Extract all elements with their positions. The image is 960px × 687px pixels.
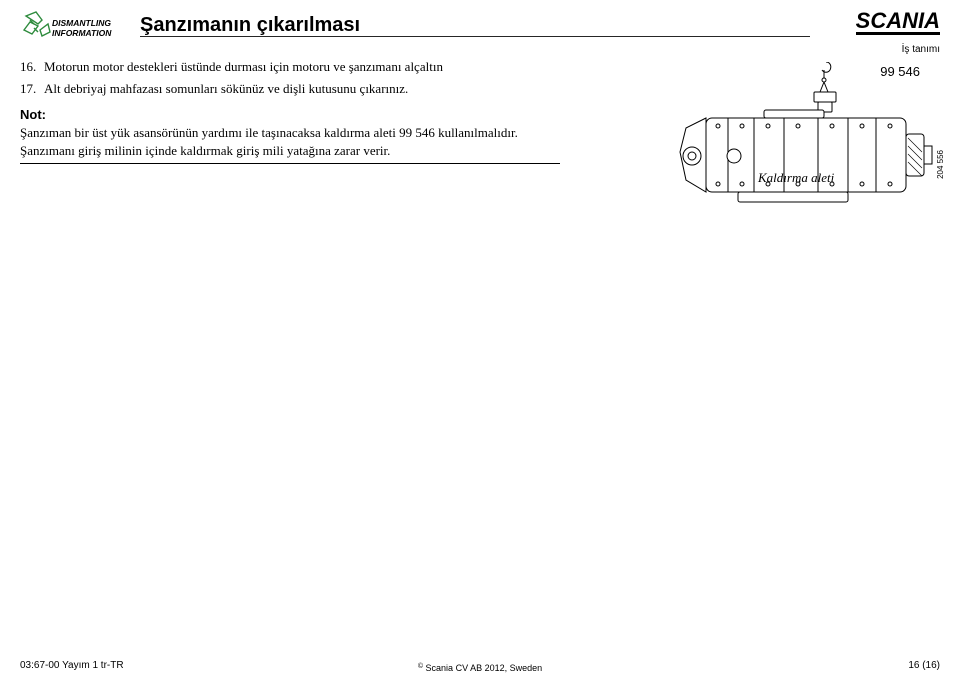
page-title: Şanzımanın çıkarılması	[140, 14, 360, 37]
footer-center-text: Scania CV AB 2012, Sweden	[426, 663, 543, 673]
step-number: 16.	[20, 58, 44, 76]
step-number: 17.	[20, 80, 44, 98]
dismantling-text-bot: INFORMATION	[52, 28, 112, 38]
figure	[668, 62, 938, 232]
steps-list: 16. Motorun motor destekleri üstünde dur…	[20, 58, 560, 97]
footer-center: © Scania CV AB 2012, Sweden	[20, 663, 940, 673]
note-text: Şanzıman bir üst yük asansörünün yardımı…	[20, 124, 560, 159]
header-rule	[140, 36, 810, 37]
figure-caption: Kaldırma aleti	[668, 170, 938, 186]
step-text: Alt debriyaj mahfazası somunları sökünüz…	[44, 80, 560, 98]
copyright-icon: ©	[418, 663, 423, 670]
dismantling-text-top: DISMANTLING	[52, 18, 111, 28]
step-item: 16. Motorun motor destekleri üstünde dur…	[20, 58, 560, 76]
note-rule	[20, 163, 560, 164]
dismantling-logo: DISMANTLING INFORMATION	[20, 10, 125, 46]
step-text: Motorun motor destekleri üstünde durması…	[44, 58, 560, 76]
scania-wordmark: SCANIA	[856, 12, 940, 31]
header: DISMANTLING INFORMATION Şanzımanın çıkar…	[0, 6, 960, 46]
scania-logo: SCANIA	[856, 12, 940, 35]
step-item: 17. Alt debriyaj mahfazası somunları sök…	[20, 80, 560, 98]
page-root: DISMANTLING INFORMATION Şanzımanın çıkar…	[0, 0, 960, 687]
subhead: İş tanımı	[902, 44, 940, 55]
